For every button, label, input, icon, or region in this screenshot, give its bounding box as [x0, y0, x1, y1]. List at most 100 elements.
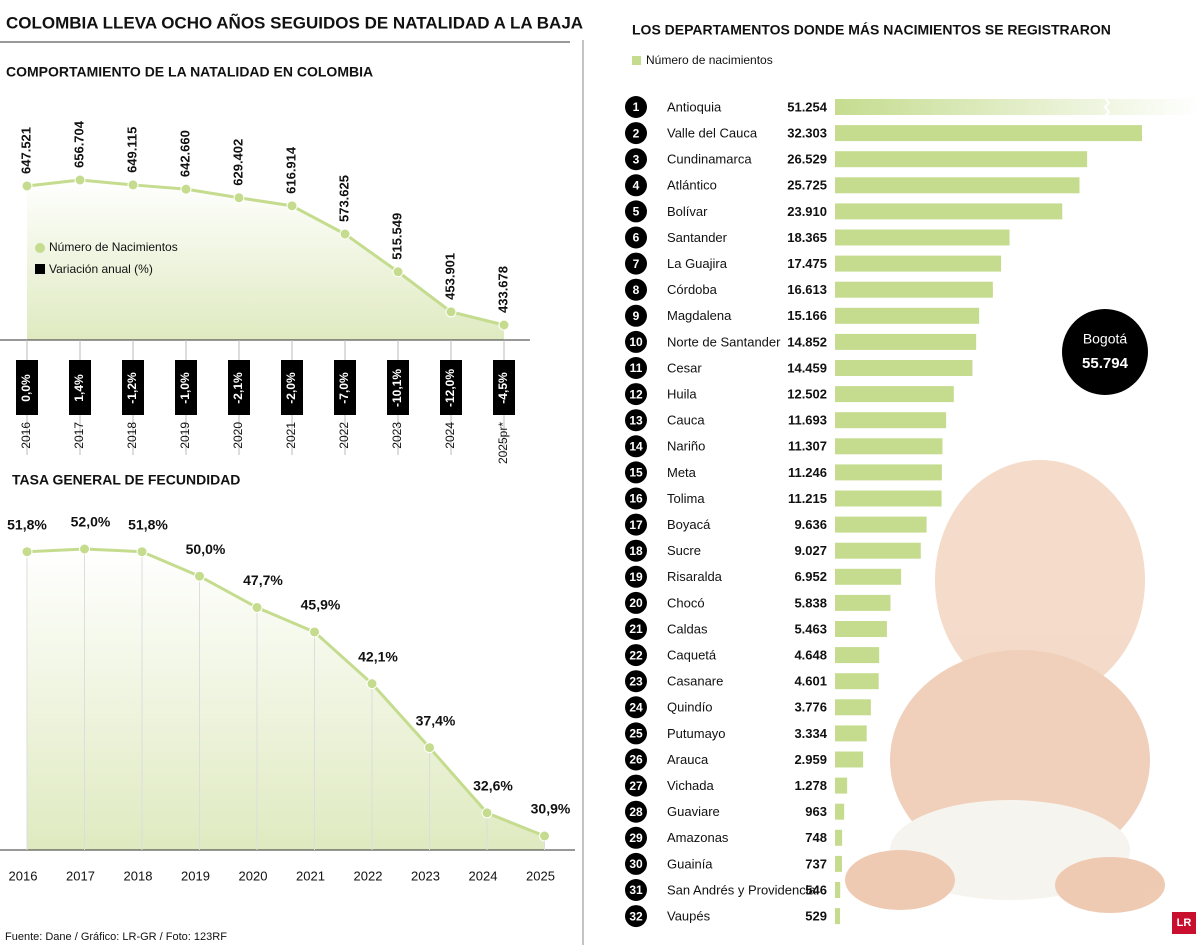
baby-photo [845, 460, 1165, 913]
rank-badge [625, 905, 647, 928]
rank: 29 [629, 831, 643, 845]
rank-badge [625, 748, 647, 771]
x-tick-label: 2022 [354, 868, 383, 883]
rank-badge [625, 513, 647, 536]
annotation-value: 55.794 [1082, 355, 1129, 372]
x-tick-label: 2025 [526, 868, 555, 883]
value-label: 453.901 [442, 253, 457, 300]
rank: 6 [633, 231, 640, 245]
rank-badge [625, 565, 647, 588]
value-label: 433.678 [495, 266, 510, 313]
rank: 7 [633, 257, 640, 271]
point [233, 192, 245, 204]
category-label: Tolima [667, 491, 705, 506]
value-label: 737 [805, 856, 827, 871]
value-label: 6.952 [794, 569, 827, 584]
value-label: 546 [805, 882, 827, 897]
point [366, 678, 378, 690]
annotation-label: Bogotá [1083, 331, 1128, 347]
variation-box [281, 360, 303, 415]
annotation-badge [1062, 309, 1148, 395]
rank-badge [625, 304, 647, 327]
value-label: 11.246 [788, 465, 827, 480]
bar [835, 699, 871, 716]
value-label: 51.254 [787, 99, 828, 114]
source: Fuente: Dane / Gráfico: LR-GR / Foto: 12… [5, 931, 227, 943]
rank: 19 [629, 570, 643, 584]
bar [835, 673, 879, 690]
category-label: San Andrés y Providencia [667, 882, 817, 897]
value-label: 15.166 [787, 308, 827, 323]
legend-label: Número de Nacimientos [49, 240, 178, 254]
value-label: 50,0% [186, 541, 226, 557]
value-label: 963 [805, 804, 827, 819]
point [127, 179, 139, 191]
bar [835, 360, 973, 376]
rank-badge [625, 879, 647, 901]
category-label: Casanare [667, 674, 723, 689]
variation-box [228, 360, 250, 415]
value-label: 30,9% [531, 801, 571, 817]
value-label: 51,8% [128, 516, 168, 532]
rank: 4 [633, 178, 640, 192]
rank-badge [625, 696, 647, 719]
area-fill [27, 180, 504, 340]
variation-label: -7,0% [337, 372, 351, 404]
rank: 9 [633, 309, 640, 323]
rank: 11 [630, 361, 643, 375]
line [26, 178, 505, 327]
value-label: 5.838 [794, 595, 827, 610]
category-label: Cauca [667, 413, 705, 428]
x-tick-label: 2021 [284, 422, 298, 449]
bar [835, 464, 942, 481]
value-label: 52,0% [71, 514, 111, 530]
rank: 25 [629, 727, 643, 741]
point [21, 180, 33, 192]
variation-box [175, 360, 197, 415]
value-label: 642.660 [177, 130, 192, 177]
bar [835, 647, 880, 664]
value-label: 42,1% [358, 648, 398, 664]
rank-badge [625, 618, 647, 640]
value-label: 47,7% [243, 572, 283, 588]
bar [835, 908, 841, 925]
category-label: Risaralda [667, 569, 723, 584]
point [481, 807, 493, 819]
bar [835, 151, 1088, 168]
x-tick-label: 2021 [296, 868, 325, 883]
value-label: 529 [805, 909, 827, 924]
value-label: 11.215 [788, 491, 827, 506]
category-label: Cesar [667, 360, 702, 375]
legend-marker [35, 243, 45, 253]
point [309, 626, 320, 638]
rank: 20 [629, 596, 643, 610]
point [180, 183, 192, 195]
bar [835, 882, 841, 898]
x-tick-label: 2016 [19, 422, 33, 449]
bar [835, 725, 867, 742]
value-label: 647.521 [18, 127, 33, 174]
rank-badge [625, 800, 647, 823]
category-label: Guaviare [667, 804, 720, 819]
value-label: 45,9% [301, 597, 341, 613]
rank-badge [625, 826, 647, 849]
rank: 31 [629, 883, 643, 897]
chart-title: COMPORTAMIENTO DE LA NATALIDAD EN COLOMB… [6, 64, 373, 80]
bar [835, 125, 1142, 142]
x-tick-label: 2017 [72, 422, 86, 449]
variation-box [122, 360, 144, 415]
category-label: La Guajira [667, 256, 728, 271]
rank-badge [625, 252, 647, 275]
category-label: Vichada [667, 778, 715, 793]
variation-label: -12,0% [443, 369, 457, 407]
x-tick-label: 2018 [124, 868, 153, 883]
bar [835, 99, 1200, 115]
variation-label: -2,0% [284, 372, 298, 404]
category-label: Valle del Cauca [667, 126, 758, 141]
variation-label: -10,1% [390, 369, 404, 407]
bar [835, 542, 921, 559]
value-label: 14.852 [787, 334, 827, 349]
value-label: 23.910 [787, 204, 827, 219]
legend-marker [35, 264, 45, 274]
category-label: Guainía [667, 856, 713, 871]
